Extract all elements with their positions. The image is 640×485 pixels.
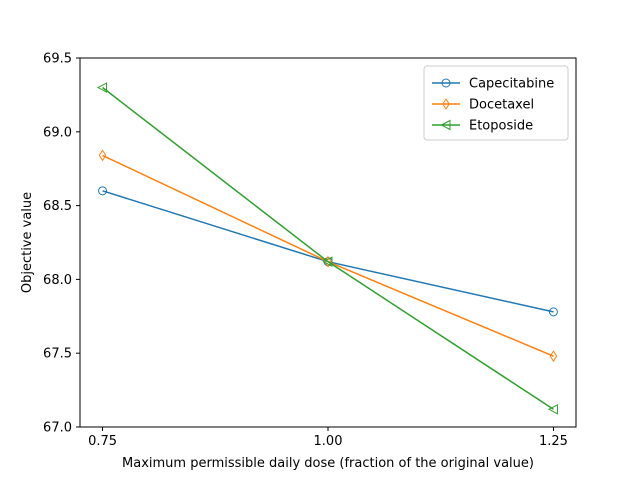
legend-label-docetaxel: Docetaxel [469, 98, 534, 113]
data-point-docetaxel [98, 149, 107, 162]
data-point-etoposide [96, 82, 108, 93]
legend-label-capecitabine: Capecitabine [469, 77, 554, 92]
legend-label-etoposide: Etoposide [469, 119, 533, 134]
x-tick-label: 0.75 [88, 434, 117, 449]
y-axis-label: Objective value [20, 192, 35, 293]
y-tick-label: 68.0 [43, 273, 72, 288]
legend-marker-etoposide [440, 119, 451, 131]
x-tick-label: 1.00 [314, 434, 343, 449]
y-tick-label: 69.5 [43, 52, 72, 67]
data-point-capecitabine [548, 307, 558, 317]
data-point-etoposide [322, 256, 333, 268]
legend [423, 65, 569, 141]
plot-area: 67.0 67.5 68.0 68.5 69.0 69.5 0.75 1.00 1.25 Cape… [43, 52, 577, 449]
legend-marker-docetaxel [442, 98, 450, 110]
data-point-capecitabine [98, 186, 108, 196]
legend-marker-capecitabine [441, 78, 451, 88]
y-tick-label: 67.5 [43, 347, 72, 362]
series-line-etoposide [102, 86, 554, 410]
y-tick-label: 69.0 [43, 125, 72, 140]
y-tick-label: 68.5 [43, 199, 72, 214]
data-point-docetaxel [549, 350, 558, 363]
data-point-etoposide [547, 403, 558, 415]
y-tick-label: 67.0 [43, 421, 72, 436]
x-tick-label: 1.25 [539, 434, 568, 449]
x-axis-label: Maximum permissible daily dose (fraction… [122, 456, 534, 471]
